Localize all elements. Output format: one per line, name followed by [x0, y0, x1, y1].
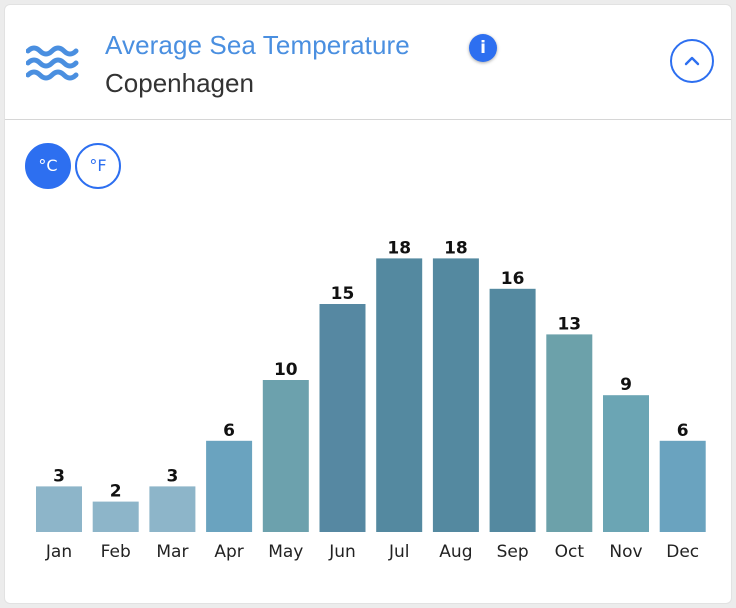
- bar-feb: [92, 501, 139, 532]
- bar-mar: [149, 486, 196, 532]
- month-label-aug: Aug: [439, 542, 472, 562]
- value-label-dec: 6: [677, 421, 689, 441]
- month-label-mar: Mar: [156, 542, 188, 562]
- month-label-may: May: [268, 542, 303, 562]
- month-label-jan: Jan: [45, 542, 72, 562]
- chevron-up-icon: [684, 56, 700, 66]
- location-subtitle: Copenhagen: [105, 68, 254, 98]
- page-title: Average Sea Temperature: [105, 30, 410, 60]
- month-label-sep: Sep: [497, 542, 529, 562]
- value-label-may: 10: [274, 360, 298, 380]
- fahrenheit-toggle[interactable]: °F: [75, 143, 121, 189]
- bar-oct: [546, 334, 593, 532]
- bar-jun: [319, 304, 366, 532]
- info-icon[interactable]: i: [469, 34, 497, 62]
- month-label-feb: Feb: [101, 542, 131, 562]
- month-label-dec: Dec: [666, 542, 699, 562]
- month-label-nov: Nov: [609, 542, 642, 562]
- month-label-jul: Jul: [388, 542, 410, 562]
- celsius-toggle[interactable]: °C: [25, 143, 71, 189]
- month-label-oct: Oct: [555, 542, 585, 562]
- month-label-apr: Apr: [214, 542, 243, 562]
- card-header: Average Sea Temperature Copenhagen i: [5, 5, 731, 120]
- bar-apr: [206, 440, 253, 532]
- value-label-jun: 15: [331, 284, 355, 304]
- value-label-nov: 9: [620, 375, 632, 395]
- value-label-oct: 13: [557, 314, 581, 334]
- bar-may: [262, 380, 309, 532]
- collapse-button[interactable]: [670, 39, 714, 83]
- bar-nov: [603, 395, 649, 532]
- bar-jul: [376, 258, 423, 532]
- waves-icon: [26, 45, 79, 81]
- temperature-bar-chart: 3 Jan 2 Feb 3 Mar 6 Apr 10 May 15 Jun 18 Jul 18 Aug 16 Se…: [36, 238, 706, 562]
- value-label-feb: 2: [110, 482, 122, 502]
- value-label-apr: 6: [223, 421, 235, 441]
- bar-aug: [432, 258, 479, 532]
- value-label-jul: 18: [387, 238, 411, 258]
- value-label-sep: 16: [501, 269, 525, 289]
- bar-jan: [36, 486, 82, 532]
- bar-dec: [659, 440, 706, 532]
- value-label-mar: 3: [166, 466, 178, 486]
- sea-temperature-card: Average Sea Temperature Copenhagen i °C …: [4, 4, 732, 604]
- month-label-jun: Jun: [328, 542, 356, 562]
- value-label-jan: 3: [53, 466, 65, 486]
- bar-sep: [489, 288, 536, 532]
- value-label-aug: 18: [444, 238, 468, 258]
